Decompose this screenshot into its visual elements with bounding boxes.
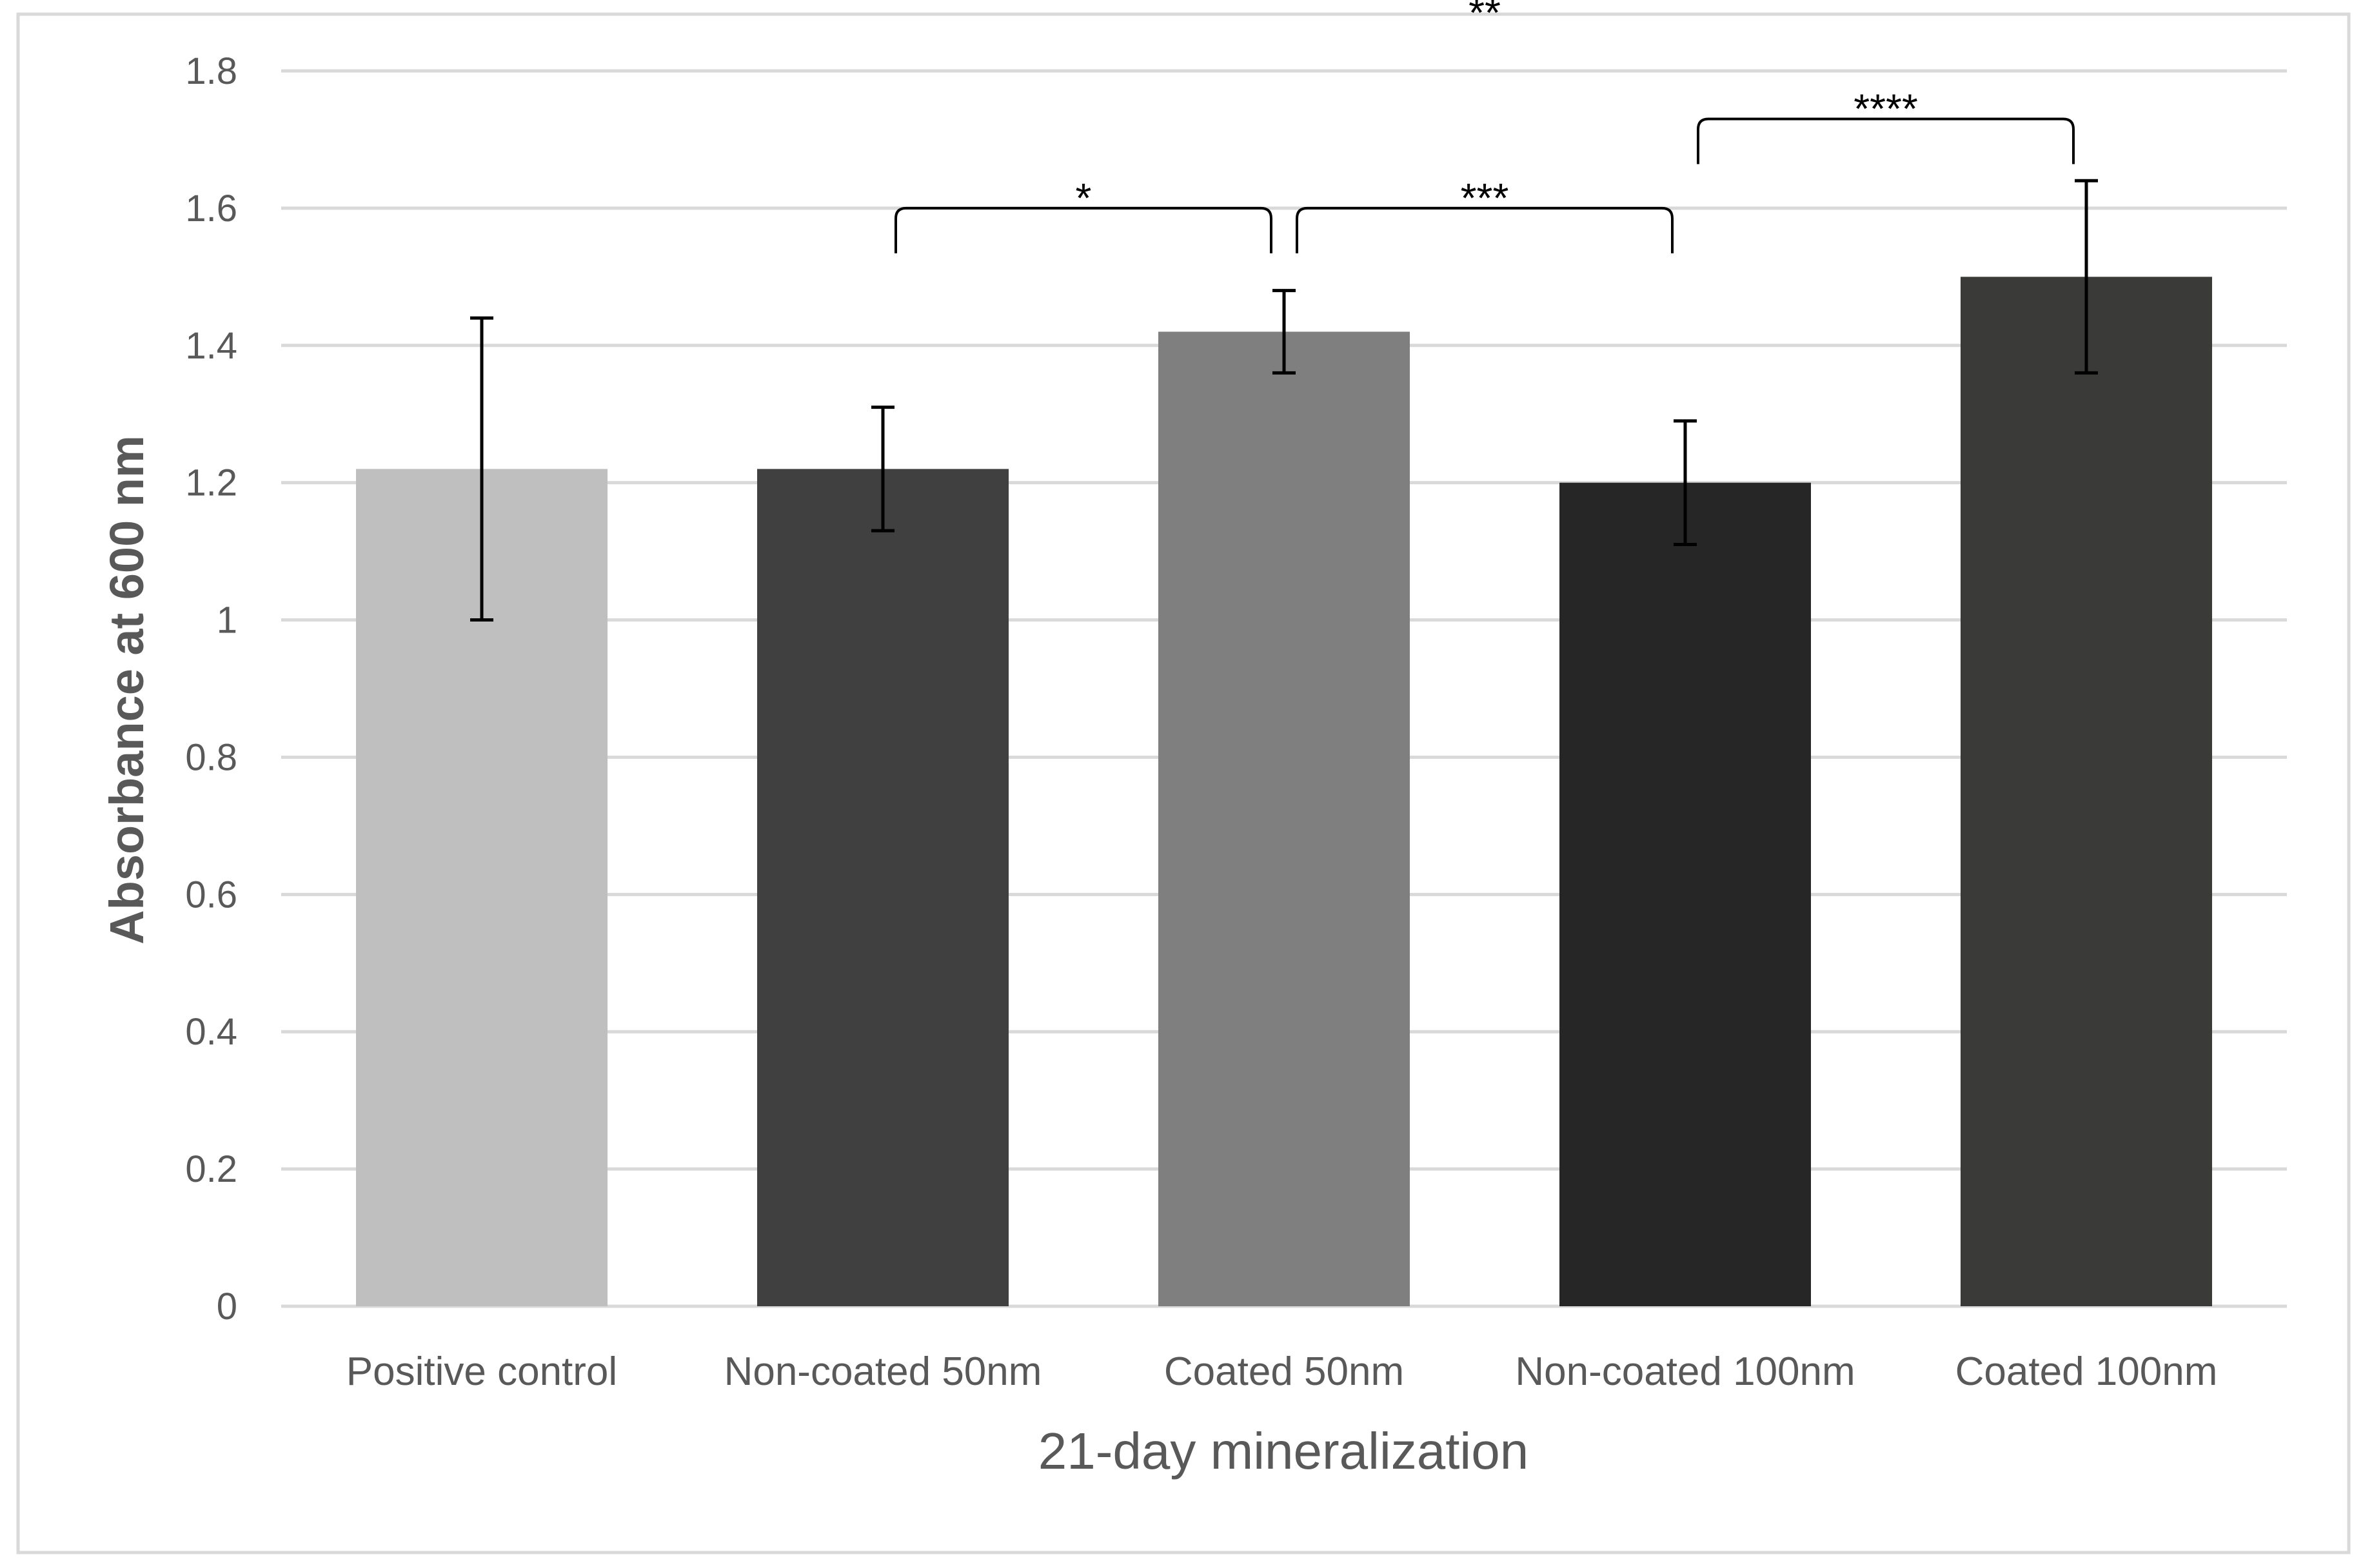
y-tick-label: 1.4: [185, 325, 237, 367]
x-category-label: Coated 100nm: [1955, 1349, 2218, 1394]
bar: [1559, 482, 1811, 1306]
gridlines: [281, 69, 2287, 1308]
significance-marker: **: [1468, 0, 1501, 35]
bar: [1961, 277, 2212, 1306]
error-bars: [470, 179, 2098, 622]
x-category-label: Positive control: [346, 1349, 617, 1394]
y-tick-label: 0.6: [185, 874, 237, 916]
x-axis-title: 21-day mineralization: [1038, 1422, 1528, 1480]
y-axis-title: Absorbance at 600 nm: [100, 435, 153, 945]
y-tick-label: 0.4: [185, 1011, 237, 1053]
error-bar: [470, 316, 493, 622]
significance-bracket: [895, 206, 1272, 253]
significance-marker: ****: [1697, 86, 2075, 164]
significance-marker: *: [895, 175, 1272, 253]
x-category-label: Non-coated 100nm: [1515, 1349, 1855, 1394]
bar: [757, 469, 1009, 1306]
significance-label: **: [1468, 0, 1501, 35]
x-category-label: Coated 50nm: [1164, 1349, 1404, 1394]
x-category-label: Non-coated 50nm: [724, 1349, 1042, 1394]
significance-bracket: [1697, 117, 2075, 164]
significance-label: ****: [1854, 86, 1918, 132]
bar: [1158, 331, 1410, 1306]
y-tick-label: 0.2: [185, 1148, 237, 1190]
y-tick-label: 1.2: [185, 462, 237, 504]
error-bar: [1272, 289, 1296, 375]
y-tick-label: 1.8: [185, 50, 237, 92]
y-tick-label: 1: [217, 600, 237, 642]
bars: [356, 277, 2212, 1306]
significance-marker: ***: [1296, 175, 1674, 253]
significance-bracket: [1296, 206, 1674, 253]
y-tick-label: 0.8: [185, 736, 237, 778]
y-axis-ticks: 0 0.2 0.4 0.6 0.8 1 1.2 1.4 1.6 1.8: [185, 50, 237, 1328]
y-tick-label: 1.6: [185, 188, 237, 230]
significance-annotations: * *********: [895, 0, 2075, 253]
x-axis-labels: Positive control Non-coated 50nm Coated 50…: [346, 1349, 2218, 1394]
error-bar: [2075, 179, 2098, 375]
y-tick-label: 0: [217, 1286, 237, 1328]
significance-label: ***: [1461, 175, 1509, 221]
error-bar: [1674, 419, 1697, 546]
error-bar: [871, 406, 895, 533]
significance-label: *: [1076, 175, 1092, 221]
